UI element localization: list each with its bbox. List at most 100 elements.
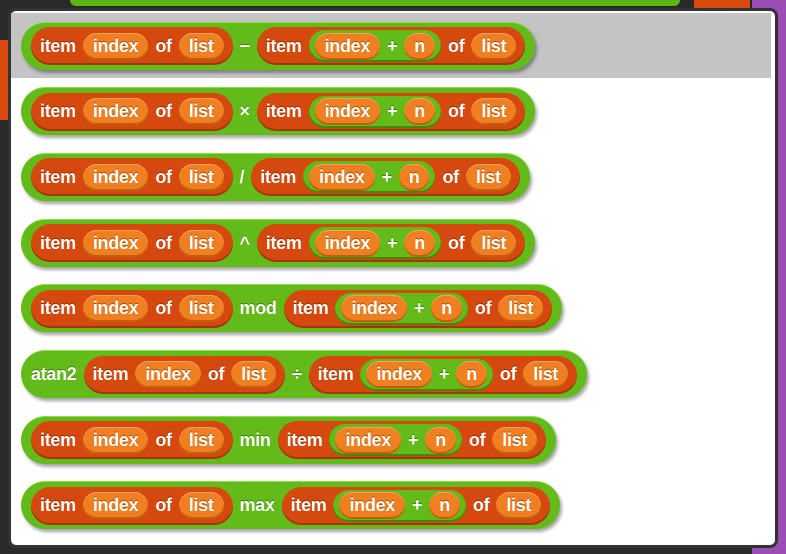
list-slot[interactable]: list (471, 98, 517, 126)
of-label: of (448, 232, 465, 253)
list-slot[interactable]: list (471, 229, 517, 257)
list-slot[interactable]: list (492, 426, 538, 454)
plus-block[interactable]: index + n (308, 30, 441, 62)
list-slot[interactable]: list (178, 426, 224, 454)
index-slot[interactable]: index (366, 361, 432, 388)
plus-block[interactable]: index + n (333, 489, 466, 522)
index-slot[interactable]: index (314, 229, 381, 257)
n-slot[interactable]: n (456, 361, 487, 388)
menu-item[interactable]: atan2 item index of list ÷ item index + n of list (11, 342, 771, 407)
n-slot[interactable]: n (431, 295, 462, 323)
operator-block[interactable]: item index of list max item index + n of list (21, 481, 561, 530)
item-of-block[interactable]: item index of list (31, 486, 233, 525)
operator-block[interactable]: item index of list ^ item index + n of list (21, 218, 536, 267)
menu-item[interactable]: item index of list − item index + n of list (11, 13, 771, 78)
operator-block[interactable]: item index of list − item index + n of list (21, 21, 536, 70)
of-label: of (472, 495, 490, 516)
n-slot[interactable]: n (404, 229, 435, 257)
index-slot[interactable]: index (82, 492, 149, 520)
item-of-block[interactable]: item index of list (31, 92, 233, 131)
list-slot[interactable]: list (178, 229, 224, 257)
item-label: item (40, 101, 76, 122)
item-of-block[interactable]: item index + n of list (256, 224, 526, 263)
menu-item[interactable]: item index of list min item index + n of list (11, 407, 771, 472)
menu-item[interactable]: item index of list max item index + n of list (11, 473, 771, 538)
index-slot[interactable]: index (309, 163, 375, 191)
item-label: item (290, 495, 327, 516)
index-slot[interactable]: index (82, 426, 149, 454)
of-label: of (155, 429, 172, 450)
item-of-block[interactable]: item index of list (31, 27, 233, 65)
item-of-block[interactable]: item index of list (31, 289, 233, 328)
operator-block[interactable]: item index of list × item index + n of list (21, 87, 536, 136)
of-label: of (155, 495, 172, 516)
n-slot[interactable]: n (404, 32, 435, 60)
menu-item[interactable]: item index of list / item index + n of list (11, 144, 771, 209)
index-slot[interactable]: index (314, 98, 381, 126)
of-label: of (155, 232, 172, 253)
plus-block[interactable]: index + n (303, 161, 436, 194)
n-slot[interactable]: n (404, 98, 435, 126)
item-of-block[interactable]: item index + n of list (308, 355, 578, 394)
index-slot[interactable]: index (82, 229, 149, 257)
item-of-block[interactable]: item index of list (83, 355, 286, 394)
list-slot[interactable]: list (465, 163, 511, 191)
plus-block[interactable]: index + n (308, 95, 441, 128)
item-of-block[interactable]: item index + n of list (256, 27, 526, 65)
plus-label: + (387, 232, 398, 253)
index-slot[interactable]: index (82, 32, 149, 60)
operator-block[interactable]: item index of list mod item index + n of list (21, 284, 563, 333)
list-slot[interactable]: list (178, 295, 224, 323)
item-of-block[interactable]: item index + n of list (277, 421, 547, 460)
menu-item[interactable]: item index of list ^ item index + n of list (11, 210, 771, 275)
list-slot[interactable]: list (178, 32, 224, 60)
item-of-block[interactable]: item index + n of list (283, 289, 553, 328)
item-of-block[interactable]: item index of list (31, 421, 233, 460)
index-slot[interactable]: index (314, 32, 381, 60)
index-slot[interactable]: index (335, 426, 401, 454)
list-slot[interactable]: list (523, 361, 569, 388)
list-slot[interactable]: list (178, 163, 224, 191)
item-of-block[interactable]: item index + n of list (256, 92, 526, 131)
n-slot[interactable]: n (429, 492, 460, 520)
item-of-block[interactable]: item index of list (31, 158, 233, 197)
operator-label: mod (239, 298, 277, 319)
list-slot[interactable]: list (496, 492, 542, 520)
index-slot[interactable]: index (82, 98, 149, 126)
n-slot[interactable]: n (398, 163, 430, 191)
item-of-block[interactable]: item index of list (31, 224, 233, 263)
operator-block[interactable]: item index of list min item index + n of list (21, 415, 557, 464)
menu-item[interactable]: item index of list × item index + n of list (11, 79, 771, 144)
item-label: item (40, 166, 76, 187)
item-label: item (92, 364, 129, 384)
operator-label: ^ (239, 232, 251, 253)
operator-label: − (239, 35, 251, 56)
index-slot[interactable]: index (341, 295, 407, 323)
of-label: of (474, 298, 492, 319)
plus-block[interactable]: index + n (360, 358, 493, 391)
menu-item[interactable]: item index of list mod item index + n of list (11, 276, 771, 341)
item-of-block[interactable]: item index + n of list (281, 486, 551, 525)
list-slot[interactable]: list (178, 492, 224, 520)
item-label: item (265, 35, 302, 56)
operator-label: ÷ (292, 364, 302, 384)
index-slot[interactable]: index (82, 295, 149, 323)
list-slot[interactable]: list (178, 98, 224, 126)
list-slot[interactable]: list (471, 32, 517, 60)
operator-block[interactable]: atan2 item index of list ÷ item index + n of list (21, 350, 588, 398)
n-slot[interactable]: n (425, 426, 456, 454)
list-slot[interactable]: list (498, 295, 544, 323)
plus-block[interactable]: index + n (329, 424, 462, 457)
index-slot[interactable]: index (135, 361, 201, 388)
index-slot[interactable]: index (339, 492, 405, 520)
item-of-block[interactable]: item index + n of list (251, 158, 520, 197)
operator-block[interactable]: item index of list / item index + n of list (21, 152, 530, 201)
list-slot[interactable]: list (231, 361, 277, 388)
plus-block[interactable]: index + n (308, 227, 441, 260)
index-slot[interactable]: index (82, 163, 149, 191)
background-block (0, 40, 8, 120)
of-label: of (155, 298, 172, 319)
operator-label: / (239, 166, 245, 187)
plus-block[interactable]: index + n (335, 292, 468, 325)
item-label: item (40, 298, 76, 319)
